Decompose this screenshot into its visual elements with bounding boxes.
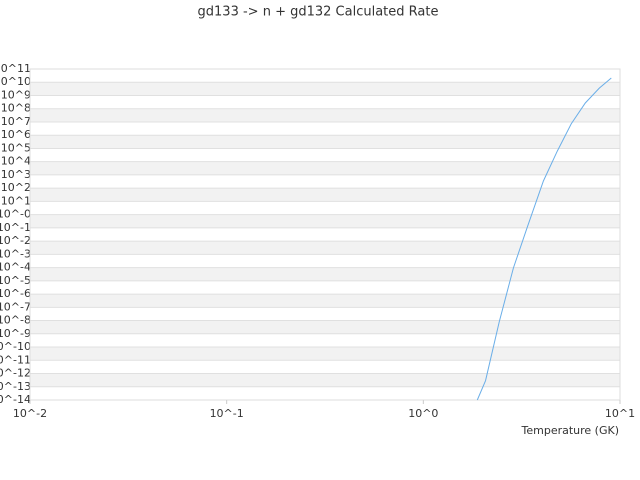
y-tick-label: 10^-5 — [0, 274, 31, 287]
y-tick-label: 10^-7 — [0, 300, 31, 313]
y-tick-label: 10^4 — [1, 155, 31, 168]
y-tick-label: 10^-9 — [0, 327, 31, 340]
y-tick-label: 10^-11 — [0, 353, 31, 366]
y-tick-label: 10^7 — [1, 115, 31, 128]
y-tick-label: 10^-4 — [0, 261, 31, 274]
y-tick-label: 10^8 — [1, 102, 31, 115]
y-tick-label: 10^3 — [1, 168, 31, 181]
grid-band — [30, 294, 620, 308]
grid-band — [30, 241, 620, 255]
y-tick-label: 10^-1 — [0, 221, 31, 234]
grid-band — [30, 188, 620, 202]
grid-band — [30, 320, 620, 334]
y-tick-label: 10^-12 — [0, 367, 31, 380]
y-tick-label: 10^1 — [1, 194, 31, 207]
grid-band — [30, 214, 620, 228]
grid-band — [30, 82, 620, 96]
x-tick-label: 10^-2 — [13, 407, 47, 420]
y-tick-label: 10^2 — [1, 181, 31, 194]
grid-band — [30, 161, 620, 175]
y-tick-label: 10^11 — [0, 62, 31, 75]
y-tick-label: 10^-6 — [0, 287, 31, 300]
x-axis-label: Temperature (GK) — [521, 424, 620, 437]
y-tick-label: 10^6 — [1, 128, 31, 141]
y-tick-label: 10^9 — [1, 88, 31, 101]
y-tick-label: 10^-2 — [0, 234, 31, 247]
plot-border — [29, 68, 621, 401]
chart-title: gd133 -> n + gd132 Calculated Rate — [198, 5, 439, 20]
grid-band — [30, 347, 620, 361]
x-tick-label: 10^0 — [408, 407, 438, 420]
grid-band — [30, 267, 620, 281]
grid-band — [30, 108, 620, 122]
y-tick-label: 10^-8 — [0, 314, 31, 327]
y-tick-label: 10^10 — [0, 75, 31, 88]
data-line — [476, 77, 612, 401]
x-tick-label: 10^-1 — [210, 407, 244, 420]
grid-band — [30, 373, 620, 387]
y-tick-label: 10^-14 — [0, 393, 31, 406]
grid-band — [30, 135, 620, 149]
y-tick-label: 10^-10 — [0, 340, 31, 353]
y-tick-label: 10^5 — [1, 141, 31, 154]
x-tick-label: 10^1 — [605, 407, 635, 420]
y-tick-label: 10^-13 — [0, 380, 31, 393]
y-tick-label: 10^-0 — [0, 208, 31, 221]
y-tick-label: 10^-3 — [0, 247, 31, 260]
